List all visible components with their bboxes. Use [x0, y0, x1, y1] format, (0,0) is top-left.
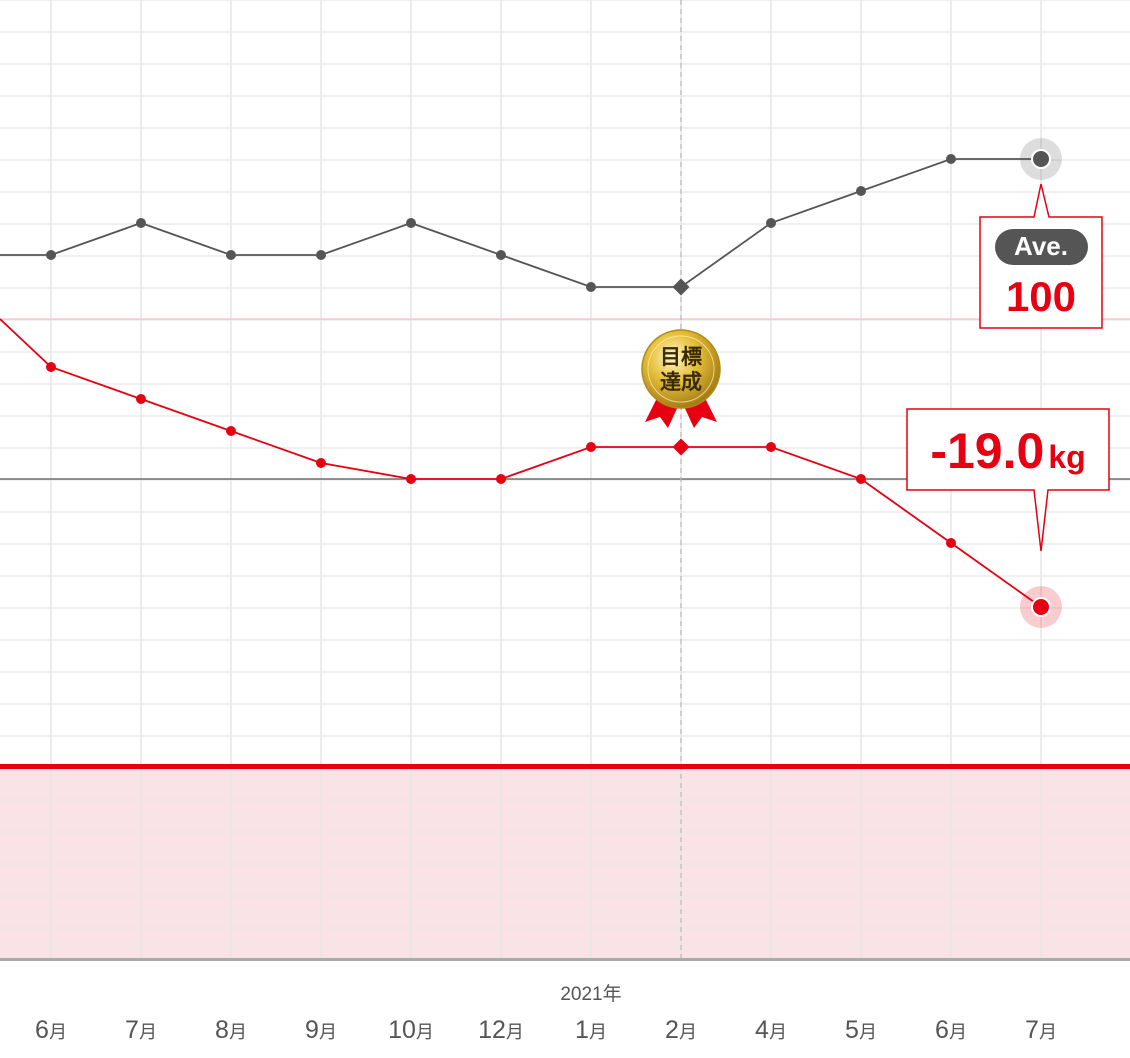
avg-point: [586, 282, 596, 292]
weight-point: [856, 474, 866, 484]
average-tag-pill: [995, 229, 1088, 265]
goal-achieved-badge-icon: 目標 達成: [641, 329, 721, 428]
weight-point: [496, 474, 506, 484]
x-tick-label: 7月: [125, 1016, 157, 1044]
weight-point: [136, 394, 146, 404]
x-tick-label: 6月: [35, 1016, 67, 1044]
x-tick-label: 5月: [845, 1016, 877, 1044]
weight-point: [316, 458, 326, 468]
weight-point: [586, 442, 596, 452]
avg-point: [136, 218, 146, 228]
x-tick-label: 6月: [935, 1016, 967, 1044]
x-tick-label: 4月: [755, 1016, 787, 1044]
average-callout: Ave. 100: [979, 183, 1103, 329]
x-tick-label: 10月: [388, 1016, 434, 1044]
x-tick-label: 8月: [215, 1016, 247, 1044]
weight-point: [226, 426, 236, 436]
x-tick-label: 9月: [305, 1016, 337, 1044]
x-tick-label: 12月: [478, 1016, 524, 1044]
goal-badge-line2: 達成: [660, 370, 702, 394]
weight-point: [766, 442, 776, 452]
average-tag-label: Ave.: [1014, 231, 1068, 261]
avg-point: [316, 250, 326, 260]
weight-point: [46, 362, 56, 372]
avg-point-goal: [672, 278, 690, 296]
weight-point-latest: [1031, 597, 1051, 617]
weight-point-goal: [672, 438, 690, 456]
weight-line: [0, 318, 1042, 608]
series-weight: [0, 318, 1062, 628]
series-average: [0, 138, 1062, 296]
avg-point: [406, 218, 416, 228]
weight-point: [946, 538, 956, 548]
avg-point-latest: [1031, 149, 1051, 169]
avg-point: [226, 250, 236, 260]
year-label: 2021年: [560, 983, 621, 1005]
x-tick-label: 2月: [665, 1016, 697, 1044]
avg-point: [766, 218, 776, 228]
x-axis-line: [0, 958, 1130, 961]
goal-badge-line1: 目標: [660, 345, 702, 369]
x-tick-label: 1月: [575, 1016, 607, 1044]
x-axis-labels: 6月 7月 8月 9月 10月 12月 1月 2月 4月 5月 6月 7月: [35, 1016, 1057, 1044]
weight-change-text: -19.0 kg: [930, 423, 1085, 479]
avg-point: [856, 186, 866, 196]
avg-point: [496, 250, 506, 260]
weight-change-callout: -19.0 kg: [906, 408, 1110, 552]
average-value: 100: [1006, 273, 1076, 320]
avg-line: [0, 158, 1041, 288]
x-tick-label: 7月: [1025, 1016, 1057, 1044]
weight-point: [406, 474, 416, 484]
danger-zone: [0, 767, 1130, 959]
avg-point: [946, 154, 956, 164]
avg-point: [46, 250, 56, 260]
target-threshold-line: [0, 764, 1130, 769]
